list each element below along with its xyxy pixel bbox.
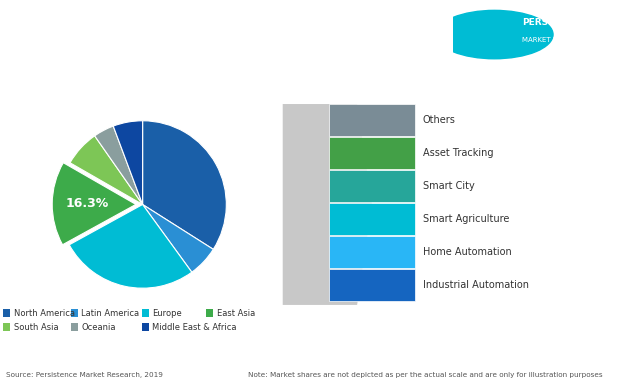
Text: Oceania: Oceania bbox=[81, 323, 116, 332]
Bar bbox=[206, 309, 213, 317]
Text: Source: Persistence Market Research, 2019: Source: Persistence Market Research, 201… bbox=[6, 372, 163, 378]
Text: MARKET RESEARCH: MARKET RESEARCH bbox=[523, 37, 590, 43]
Text: LoRa Gateway Module Market Value Share (%): LoRa Gateway Module Market Value Share (… bbox=[14, 14, 361, 27]
Text: Market Value Share (%) By Application- East Asia: Market Value Share (%) By Application- E… bbox=[316, 81, 587, 91]
Text: South Asia: South Asia bbox=[14, 323, 58, 332]
Wedge shape bbox=[95, 126, 143, 205]
Circle shape bbox=[436, 10, 553, 59]
Bar bbox=[142, 309, 149, 317]
Text: Smart Agriculture: Smart Agriculture bbox=[423, 214, 509, 224]
Wedge shape bbox=[143, 205, 213, 272]
Bar bbox=[142, 323, 149, 331]
Text: Note: Market shares are not depicted as per the actual scale and are only for il: Note: Market shares are not depicted as … bbox=[248, 372, 603, 378]
Bar bbox=[329, 170, 415, 202]
Polygon shape bbox=[283, 104, 372, 305]
Text: CAGR 24.4%: CAGR 24.4% bbox=[151, 343, 257, 359]
Bar bbox=[329, 104, 415, 136]
Bar bbox=[329, 236, 415, 268]
Text: Smart City: Smart City bbox=[423, 181, 474, 191]
Text: Others: Others bbox=[423, 115, 456, 125]
Bar bbox=[3, 309, 11, 317]
Text: 16.3%: 16.3% bbox=[66, 197, 109, 210]
Text: Home Automation: Home Automation bbox=[423, 247, 512, 257]
Wedge shape bbox=[143, 121, 226, 249]
Text: PERSISTENCE: PERSISTENCE bbox=[522, 18, 591, 26]
Wedge shape bbox=[52, 163, 136, 245]
Wedge shape bbox=[69, 205, 192, 288]
Bar bbox=[3, 323, 11, 331]
Text: Market Value Share (%) by Region: Market Value Share (%) by Region bbox=[46, 81, 236, 91]
Wedge shape bbox=[70, 136, 143, 205]
Text: By Application, 2018: By Application, 2018 bbox=[14, 45, 168, 58]
Text: (2018-2028): (2018-2028) bbox=[261, 344, 352, 358]
Bar bbox=[71, 309, 78, 317]
Bar bbox=[329, 204, 415, 235]
Text: Industrial Automation: Industrial Automation bbox=[423, 280, 529, 290]
Wedge shape bbox=[113, 121, 143, 205]
Bar bbox=[71, 323, 78, 331]
Bar bbox=[329, 137, 415, 169]
Text: Asset Tracking: Asset Tracking bbox=[423, 148, 493, 158]
Bar bbox=[329, 269, 415, 301]
Text: Middle East & Africa: Middle East & Africa bbox=[152, 323, 237, 332]
Text: Europe: Europe bbox=[152, 309, 182, 318]
Text: Latin America: Latin America bbox=[81, 309, 140, 318]
Text: North America: North America bbox=[14, 309, 74, 318]
Text: East Asia: East Asia bbox=[216, 309, 255, 318]
